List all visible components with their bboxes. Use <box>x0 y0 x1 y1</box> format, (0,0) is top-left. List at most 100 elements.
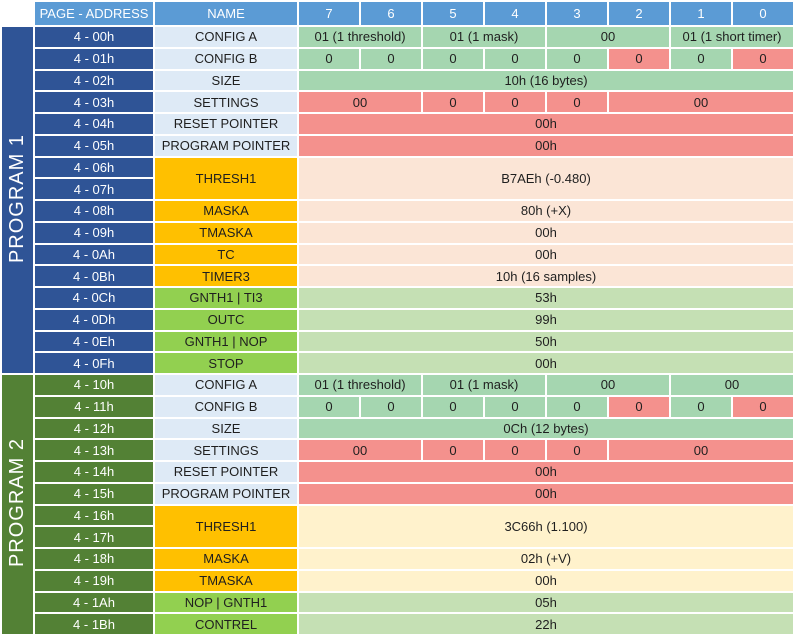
address-cell: 4 - 16h <box>35 505 153 526</box>
register-value-cell: B7AEh (-0.480) <box>299 157 793 199</box>
register-value-cell: 0 <box>547 48 607 69</box>
name-header: NAME <box>155 2 297 25</box>
register-value-cell: 00 <box>299 440 421 460</box>
register-name-cell: MASKA <box>155 201 297 221</box>
register-name-cell: TIMER3 <box>155 266 297 286</box>
table-row: 4 - 02h SIZE 10h (16 bytes) <box>2 70 793 91</box>
register-value-cell: 00h <box>299 222 793 243</box>
register-name-cell: MASKA <box>155 549 297 569</box>
register-value-cell: 50h <box>299 331 793 352</box>
register-value-cell: 01 (1 mask) <box>423 375 545 395</box>
address-cell: 4 - 06h <box>35 157 153 178</box>
register-value-cell: 53h <box>299 288 793 308</box>
table-row: 4 - 17h <box>2 527 793 547</box>
program-label-text: PROGRAM 2 <box>6 438 28 568</box>
address-cell: 4 - 0Eh <box>35 331 153 352</box>
table-row: 4 - 05h PROGRAM POINTER 00h <box>2 135 793 156</box>
table-row: 4 - 16h THRESH1 3C66h (1.100) <box>2 505 793 547</box>
register-name-cell: TMASKA <box>155 222 297 243</box>
table-row: 4 - 1Bh CONTREL 22h <box>2 614 793 634</box>
register-name-cell: PROGRAM POINTER <box>155 135 297 156</box>
bit-header: 6 <box>361 2 421 25</box>
register-value-cell: 0 <box>485 48 545 69</box>
address-cell: 4 - 09h <box>35 222 153 243</box>
register-name-cell: CONFIG A <box>155 375 297 395</box>
register-name-cell: CONFIG B <box>155 396 297 417</box>
bit-header: 3 <box>547 2 607 25</box>
bit-header: 2 <box>609 2 669 25</box>
register-value-cell: 00h <box>299 244 793 265</box>
register-value-cell: 00h <box>299 135 793 156</box>
register-value-cell: 3C66h (1.100) <box>299 505 793 547</box>
register-value-cell: 0 <box>299 396 359 417</box>
register-value-cell: 01 (1 short timer) <box>671 27 793 47</box>
register-name-cell: SETTINGS <box>155 92 297 112</box>
table-row: 4 - 0Ch GNTH1 | TI3 53h <box>2 288 793 308</box>
register-value-cell: 0 <box>485 396 545 417</box>
register-value-cell: 0 <box>547 92 607 112</box>
register-value-cell: 0 <box>485 92 545 112</box>
register-value-cell: 00 <box>547 27 669 47</box>
address-cell: 4 - 07h <box>35 179 153 199</box>
table-row: PROGRAM 1 4 - 00h CONFIG A 01 (1 threshold)… <box>2 27 793 373</box>
register-name-cell: THRESH1 <box>155 505 297 547</box>
register-value-cell: 99h <box>299 309 793 330</box>
table-row: 4 - 08h MASKA 80h (+X) <box>2 201 793 221</box>
register-name-cell: OUTC <box>155 309 297 330</box>
address-cell: 4 - 0Ch <box>35 288 153 308</box>
address-cell: 4 - 0Dh <box>35 309 153 330</box>
register-value-cell: 00h <box>299 353 793 373</box>
register-value-cell: 00h <box>299 114 793 134</box>
address-cell: 4 - 01h <box>35 48 153 69</box>
address-cell: 4 - 10h <box>35 375 153 395</box>
table-row: 4 - 15h PROGRAM POINTER 00h <box>2 483 793 504</box>
address-cell: 4 - 04h <box>35 114 153 134</box>
register-value-cell: 0 <box>733 48 793 69</box>
register-value-cell: 01 (1 threshold) <box>299 375 421 395</box>
register-name-cell: NOP | GNTH1 <box>155 592 297 613</box>
bit-header: 1 <box>671 2 731 25</box>
register-value-cell: 00 <box>299 92 421 112</box>
table-row: 4 - 06h THRESH1 B7AEh (-0.480) <box>2 157 793 199</box>
register-value-cell: 0 <box>733 396 793 417</box>
address-cell: 4 - 19h <box>35 570 153 591</box>
table-row: 4 - 0Eh GNTH1 | NOP 50h <box>2 331 793 352</box>
address-cell: 4 - 0Fh <box>35 353 153 373</box>
register-name-cell: SIZE <box>155 70 297 91</box>
corner-spacer <box>2 2 33 25</box>
address-cell: 4 - 0Bh <box>35 266 153 286</box>
register-name-cell: CONFIG A <box>155 27 297 47</box>
register-value-cell: 10h (16 samples) <box>299 266 793 286</box>
register-name-cell: GNTH1 | TI3 <box>155 288 297 308</box>
table-row: 4 - 0Dh OUTC 99h <box>2 309 793 330</box>
bit-header: 5 <box>423 2 483 25</box>
register-value-cell: 22h <box>299 614 793 634</box>
register-value-cell: 0 <box>485 440 545 460</box>
register-value-cell: 0 <box>609 396 669 417</box>
register-name-cell: STOP <box>155 353 297 373</box>
bit-header: 7 <box>299 2 359 25</box>
register-name-cell: TC <box>155 244 297 265</box>
register-name-cell: TMASKA <box>155 570 297 591</box>
address-cell: 4 - 0Ah <box>35 244 153 265</box>
register-name-cell: CONTREL <box>155 614 297 634</box>
table-row: 4 - 0Bh TIMER3 10h (16 samples) <box>2 266 793 286</box>
register-value-cell: 01 (1 threshold) <box>299 27 421 47</box>
register-value-cell: 0 <box>423 92 483 112</box>
register-value-cell: 0 <box>361 396 421 417</box>
register-value-cell: 00 <box>609 92 793 112</box>
table-row: 4 - 14h RESET POINTER 00h <box>2 462 793 482</box>
table-row: 4 - 07h <box>2 179 793 199</box>
address-cell: 4 - 00h <box>35 27 153 47</box>
table-row: 4 - 0Ah TC 00h <box>2 244 793 265</box>
address-cell: 4 - 03h <box>35 92 153 112</box>
register-value-cell: 05h <box>299 592 793 613</box>
table-row: 4 - 04h RESET POINTER 00h <box>2 114 793 134</box>
register-value-cell: 00h <box>299 570 793 591</box>
bit-header: 0 <box>733 2 793 25</box>
address-cell: 4 - 05h <box>35 135 153 156</box>
table-row: 4 - 13h SETTINGS 00 0 0 0 00 <box>2 440 793 460</box>
